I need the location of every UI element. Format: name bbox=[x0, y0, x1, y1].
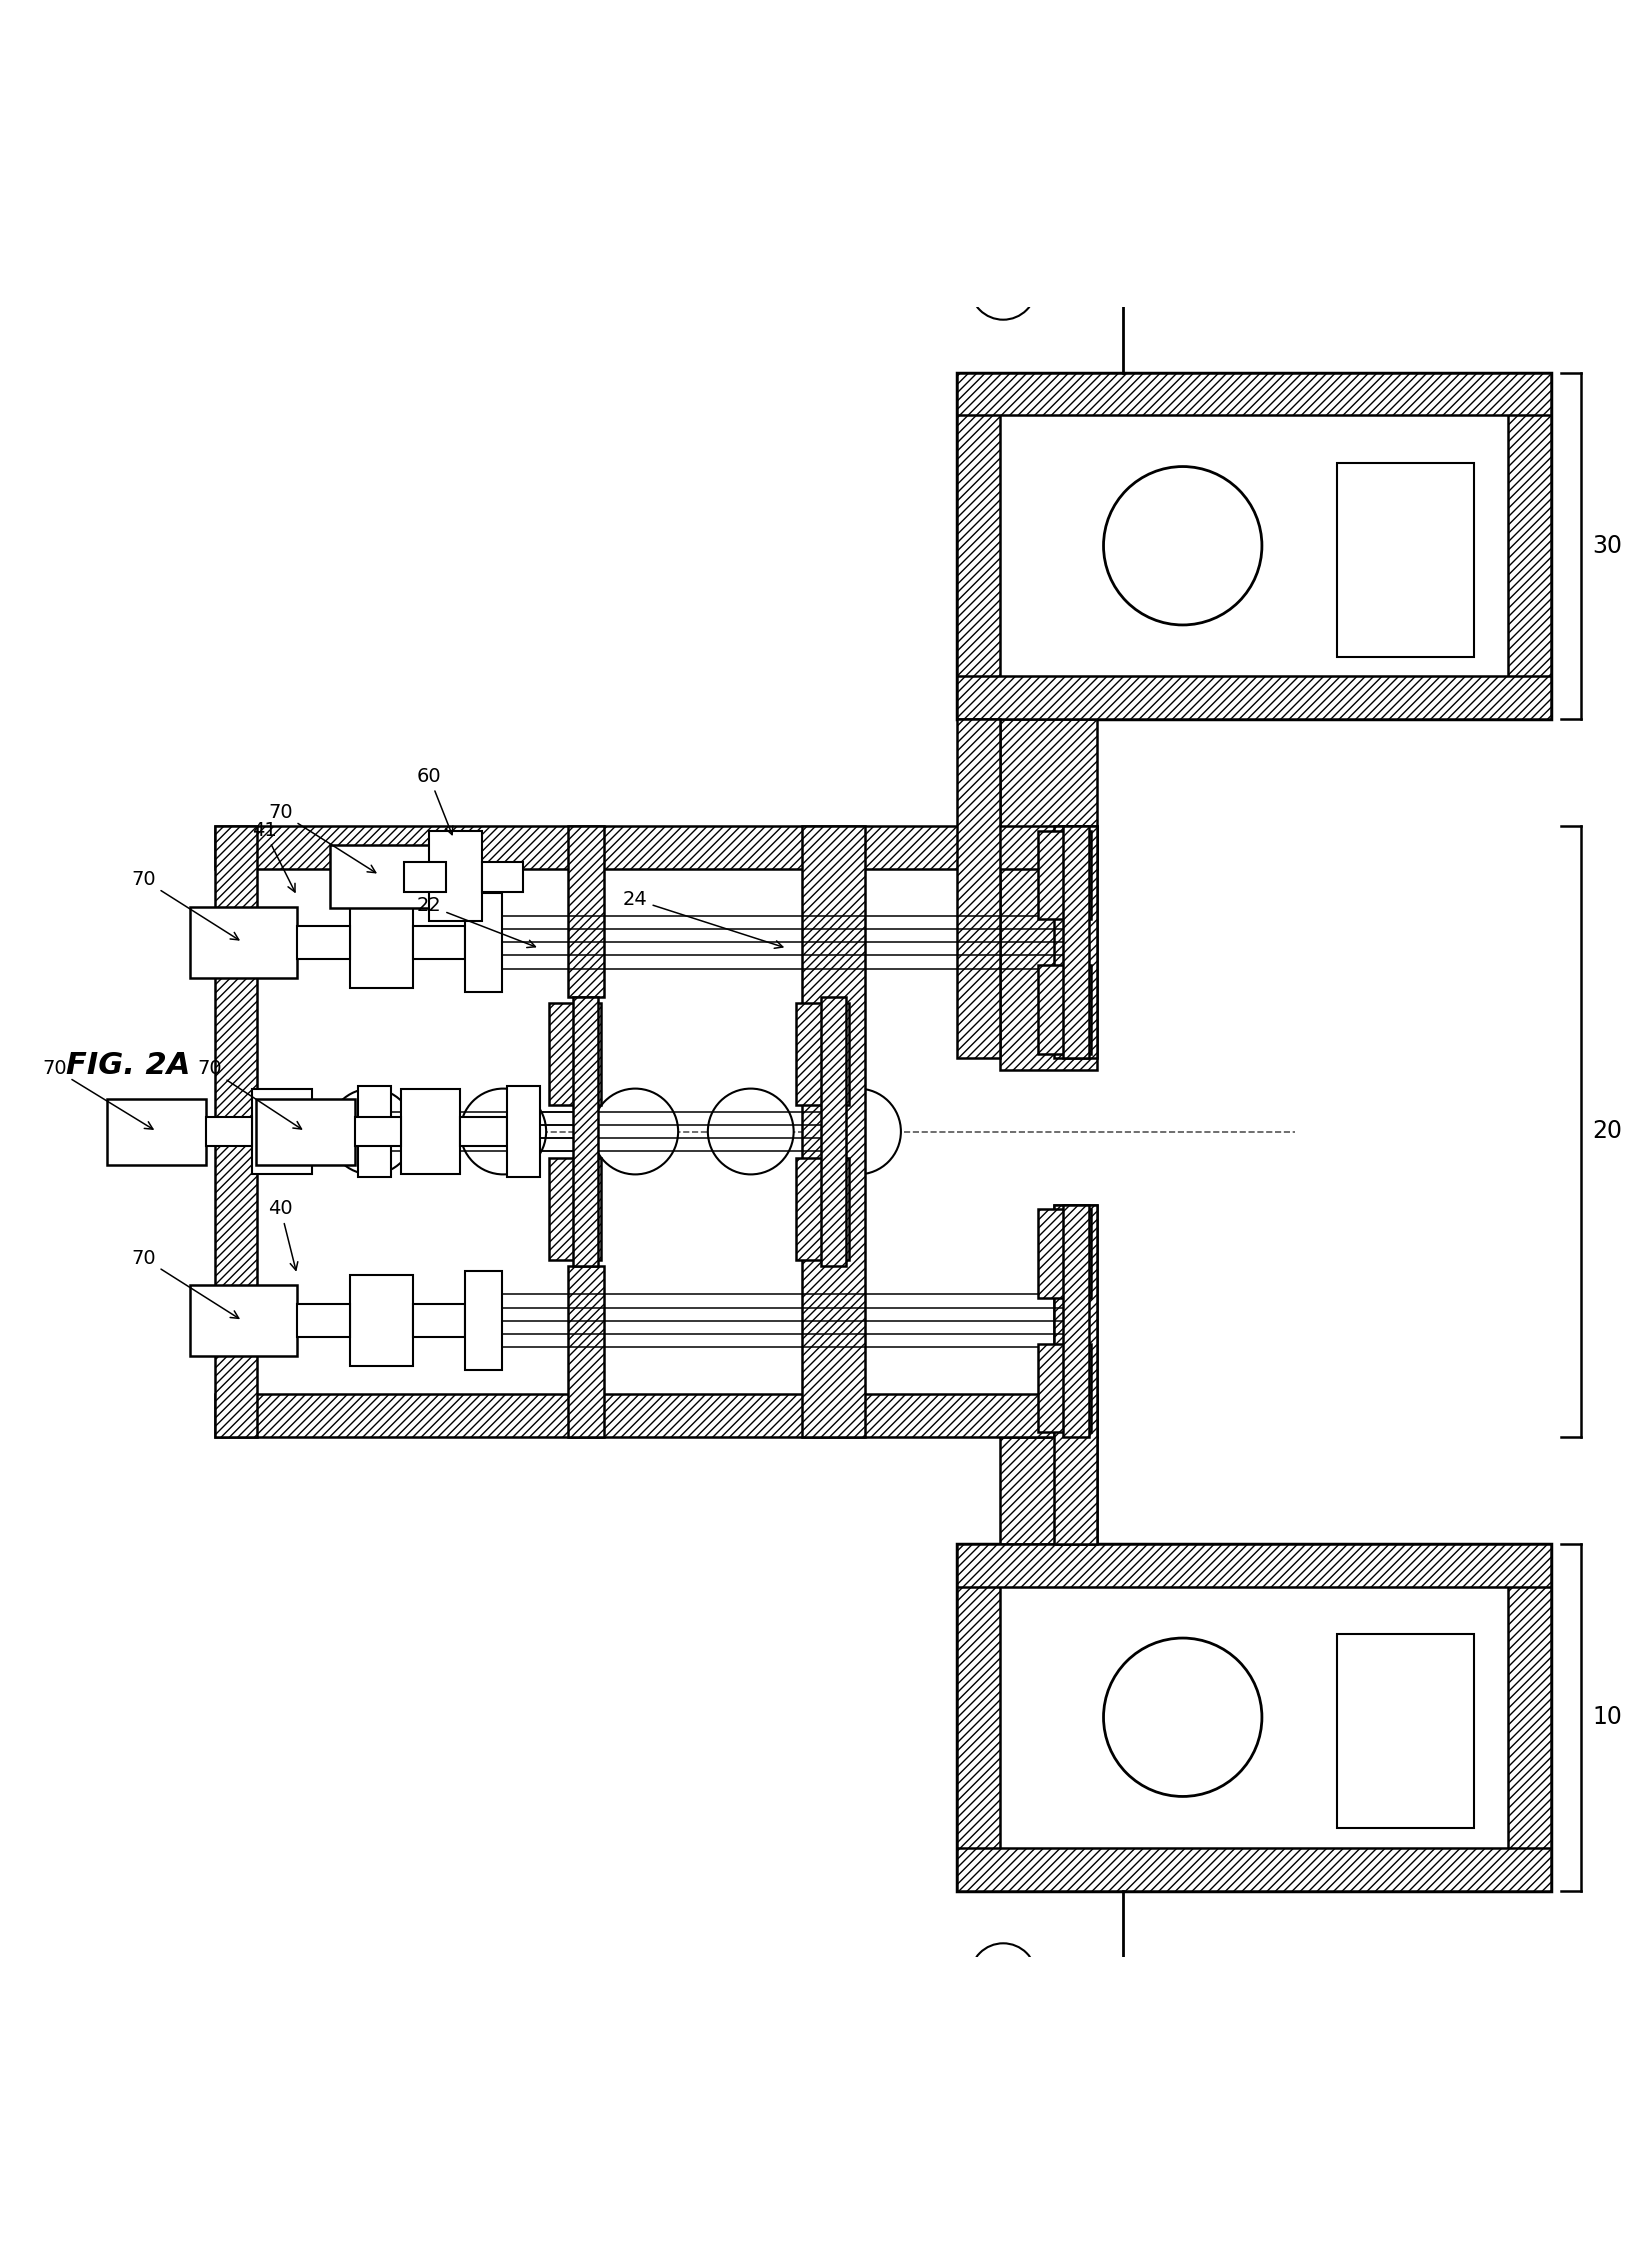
Bar bbox=[957, 1543, 1551, 1890]
Bar bbox=[1038, 966, 1091, 1055]
Bar bbox=[548, 1159, 601, 1260]
Bar bbox=[802, 826, 865, 1437]
Bar bbox=[957, 373, 1000, 720]
Bar bbox=[957, 373, 1551, 416]
Circle shape bbox=[815, 1089, 901, 1174]
Bar bbox=[957, 720, 1000, 1059]
Circle shape bbox=[1104, 1638, 1262, 1797]
Bar bbox=[1038, 1344, 1091, 1432]
Bar bbox=[1063, 826, 1089, 1059]
Text: 41: 41 bbox=[251, 821, 295, 892]
Bar bbox=[429, 831, 482, 921]
Bar bbox=[795, 1003, 848, 1104]
Circle shape bbox=[970, 253, 1036, 319]
Bar bbox=[1508, 373, 1551, 720]
Text: 70: 70 bbox=[132, 1249, 239, 1319]
Bar bbox=[256, 1098, 355, 1165]
Bar bbox=[507, 1086, 540, 1177]
Bar bbox=[482, 862, 523, 892]
Bar bbox=[297, 1303, 350, 1337]
Bar bbox=[312, 1116, 358, 1147]
Circle shape bbox=[1104, 466, 1262, 625]
Bar bbox=[568, 1265, 604, 1437]
Circle shape bbox=[992, 1964, 1015, 1987]
Bar bbox=[1061, 215, 1186, 269]
Bar bbox=[358, 1086, 391, 1177]
Bar bbox=[1061, 1994, 1186, 2048]
Bar bbox=[465, 1272, 502, 1371]
Circle shape bbox=[992, 276, 1015, 299]
Bar bbox=[957, 1543, 1000, 1890]
Bar bbox=[574, 998, 597, 1265]
Text: 60: 60 bbox=[417, 767, 452, 835]
Bar bbox=[957, 373, 1551, 720]
Text: 40: 40 bbox=[269, 1199, 297, 1270]
Bar bbox=[822, 998, 845, 1265]
Bar bbox=[214, 826, 1097, 869]
Circle shape bbox=[592, 1089, 678, 1174]
Bar bbox=[1508, 1543, 1551, 1890]
Bar bbox=[465, 892, 502, 991]
Text: 70: 70 bbox=[269, 803, 376, 874]
Bar bbox=[795, 1159, 848, 1260]
Bar bbox=[206, 1116, 252, 1147]
Bar bbox=[412, 926, 465, 960]
Bar bbox=[355, 1116, 401, 1147]
Bar bbox=[1038, 831, 1091, 919]
Circle shape bbox=[460, 1089, 546, 1174]
Bar bbox=[1000, 720, 1097, 1070]
Bar bbox=[957, 1543, 1551, 1586]
Bar bbox=[1054, 1204, 1097, 1543]
Bar bbox=[252, 1089, 312, 1174]
Text: FIG. 2A: FIG. 2A bbox=[66, 1050, 190, 1079]
Bar bbox=[107, 1098, 206, 1165]
Bar bbox=[1000, 1437, 1097, 1543]
Circle shape bbox=[970, 1944, 1036, 2010]
Text: 24: 24 bbox=[624, 889, 782, 948]
Text: 70: 70 bbox=[43, 1059, 153, 1129]
Text: 70: 70 bbox=[132, 869, 239, 939]
Bar bbox=[404, 862, 446, 892]
Bar bbox=[957, 677, 1551, 720]
Circle shape bbox=[708, 1089, 794, 1174]
Bar bbox=[330, 846, 429, 907]
Bar bbox=[1038, 1208, 1091, 1297]
Bar bbox=[214, 826, 257, 1437]
Bar bbox=[1336, 462, 1473, 656]
Bar bbox=[412, 1303, 465, 1337]
Bar bbox=[1063, 1204, 1089, 1437]
Bar bbox=[214, 1394, 1097, 1437]
Bar bbox=[350, 1276, 412, 1367]
Text: 70: 70 bbox=[198, 1059, 302, 1129]
Bar bbox=[1336, 1634, 1473, 1829]
Bar bbox=[297, 926, 350, 960]
Bar bbox=[957, 1847, 1551, 1890]
Text: 10: 10 bbox=[1592, 1706, 1622, 1729]
Bar bbox=[1054, 826, 1097, 1059]
Bar bbox=[350, 896, 412, 987]
Text: 20: 20 bbox=[1592, 1120, 1622, 1143]
Bar bbox=[401, 1089, 460, 1174]
Text: 22: 22 bbox=[416, 896, 535, 948]
Circle shape bbox=[328, 1089, 414, 1174]
Bar bbox=[1054, 1204, 1097, 1437]
Bar bbox=[548, 1003, 601, 1104]
Bar bbox=[568, 826, 604, 998]
Text: 30: 30 bbox=[1592, 534, 1622, 557]
Bar bbox=[190, 1285, 297, 1356]
Bar bbox=[190, 907, 297, 978]
Bar bbox=[460, 1116, 507, 1147]
